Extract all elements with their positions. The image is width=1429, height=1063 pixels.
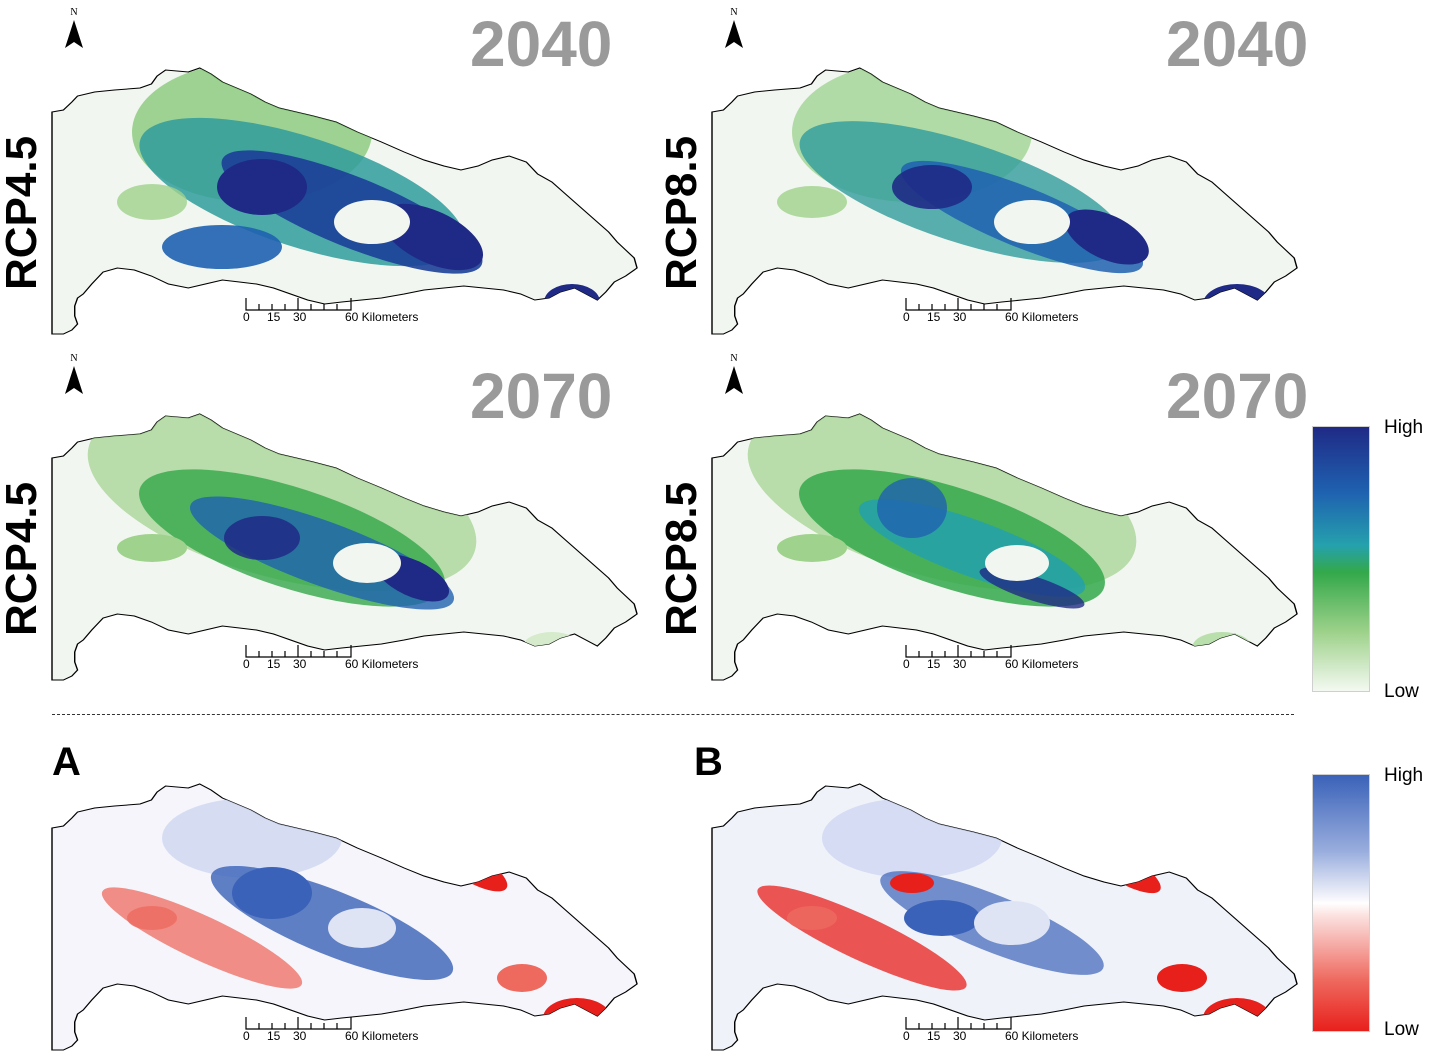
north-arrow-icon: N: [722, 354, 746, 396]
scale-bar: 0 15 30 60 Kilometers: [903, 1016, 1105, 1046]
legend-low-label: Low: [1384, 1019, 1419, 1040]
year-label: 2040: [470, 8, 613, 80]
year-label: 2040: [1166, 8, 1309, 80]
map-panel-rcp85-2040: RCP8.5 N 2040 0 15 30 60 Kilometers: [657, 0, 1360, 345]
panel-letter: A: [52, 740, 81, 784]
suitability-map: [51, 413, 638, 681]
north-arrow-icon: N: [722, 8, 746, 50]
map-panel-rcp85-2070: RCP8.5 N 2070 0 15 30 60 Kilometers: [657, 348, 1360, 693]
legend-high-label: High: [1384, 417, 1424, 438]
scale-bar: 0 15 30 60 Kilometers: [243, 297, 445, 327]
scenario-label: RCP8.5: [657, 481, 706, 636]
map-panel-change-b: B 0 15 30 60 Kilometers: [660, 722, 1360, 1057]
scenario-label: RCP4.5: [0, 481, 46, 636]
scale-bar: 0 15 30 60 Kilometers: [243, 644, 445, 674]
panel-letter: B: [694, 740, 723, 784]
year-label: 2070: [470, 360, 613, 432]
change-map: [711, 783, 1298, 1051]
legend-low-label: Low: [1384, 681, 1419, 702]
suitability-legend: High Low: [1312, 417, 1429, 702]
map-panel-change-a: A 0 15 30 60 Kilometers: [0, 722, 700, 1057]
section-divider: [52, 714, 1294, 715]
suitability-map: [51, 67, 638, 335]
year-label: 2070: [1166, 360, 1309, 432]
legend-high-label: High: [1384, 765, 1424, 786]
north-arrow-icon: N: [62, 354, 86, 396]
scale-bar: 0 15 30 60 Kilometers: [903, 297, 1105, 327]
map-panel-rcp45-2070: RCP4.5 N 2070 0 15 30 60 Kilometers: [0, 348, 700, 693]
scenario-label: RCP8.5: [657, 135, 706, 290]
suitability-color-ramp: [1312, 426, 1370, 692]
scale-bar: 0 15 30 60 Kilometers: [243, 1016, 445, 1046]
scale-bar: 0 15 30 60 Kilometers: [903, 644, 1105, 674]
suitability-map: [711, 413, 1298, 681]
change-map: [51, 783, 638, 1051]
north-arrow-icon: N: [62, 8, 86, 50]
change-legend: High Low: [1312, 766, 1429, 1046]
scenario-label: RCP4.5: [0, 135, 46, 290]
suitability-map: [711, 67, 1298, 335]
map-panel-rcp45-2040: RCP4.5 N 2040 0 15 30 60 Kilometers: [0, 0, 700, 345]
change-color-ramp: [1312, 774, 1370, 1032]
